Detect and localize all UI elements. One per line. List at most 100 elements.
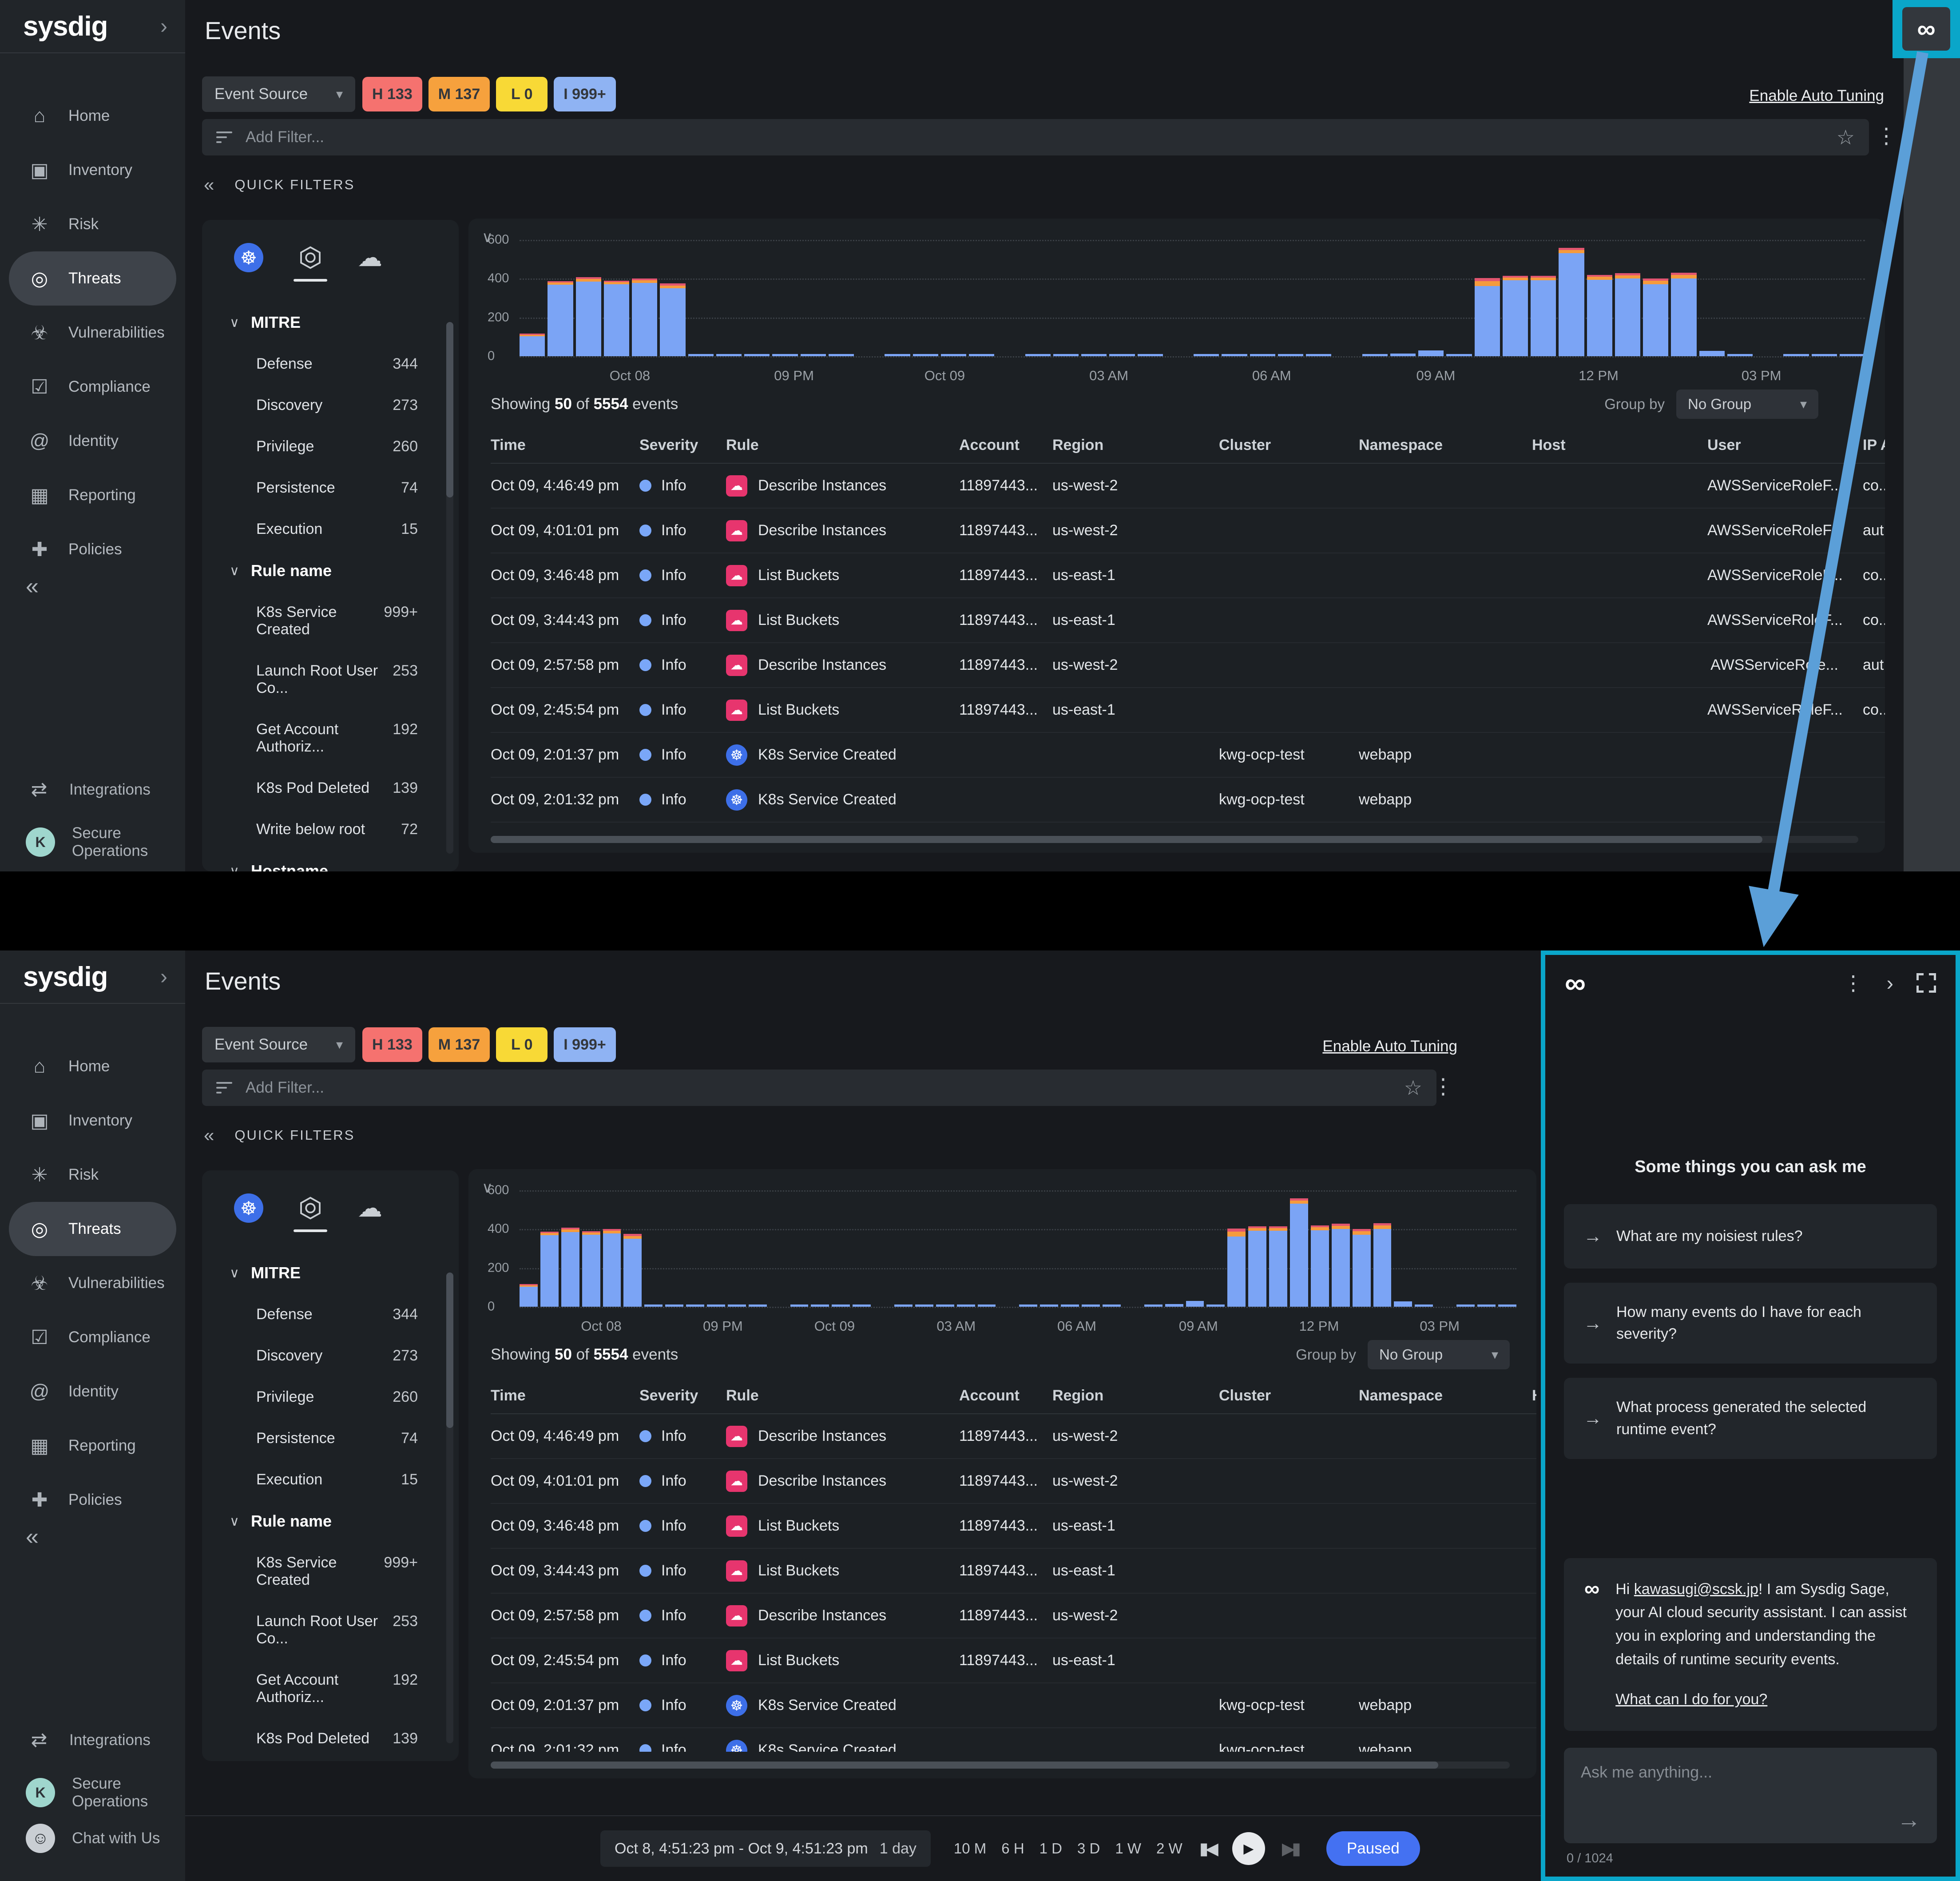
sidebar-item[interactable]: ☑ Compliance: [0, 360, 185, 414]
play-button[interactable]: ▶: [1232, 1832, 1265, 1865]
table-row[interactable]: Oct 09, 3:46:48 pm Info ☁ List Buckets 11…: [491, 1504, 1536, 1549]
collapse-panel-icon[interactable]: ›: [1886, 971, 1893, 994]
filter-item[interactable]: Defense 344: [256, 1306, 418, 1323]
sidebar-account[interactable]: K Secure Operations: [26, 824, 185, 860]
time-preset[interactable]: 10 M: [953, 1840, 987, 1857]
sidebar-item[interactable]: ⌂ Home: [0, 1039, 185, 1094]
sage-input[interactable]: Ask me anything... →: [1564, 1748, 1937, 1843]
skip-back-icon[interactable]: ▮◀: [1199, 1839, 1218, 1858]
sidebar-item[interactable]: ◎ Threats: [9, 251, 176, 306]
severity-chip[interactable]: M 137: [428, 77, 490, 111]
column-header[interactable]: Account: [959, 436, 1020, 453]
sidebar-item[interactable]: ▦ Reporting: [0, 468, 185, 522]
add-filter-input[interactable]: Add Filter... ☆: [202, 119, 1869, 155]
filter-item[interactable]: Discovery 273: [256, 1347, 418, 1364]
table-row[interactable]: Oct 09, 3:44:43 pm Info ☁ List Buckets 11…: [491, 598, 1885, 643]
table-row[interactable]: Oct 09, 3:46:48 pm Info ☁ List Buckets 11…: [491, 553, 1885, 598]
filter-item[interactable]: Defense 344: [256, 355, 418, 372]
quick-filters-collapse-icon[interactable]: «: [204, 1125, 214, 1145]
filter-group-title[interactable]: ∨ Rule name: [230, 1512, 332, 1530]
sidebar-item-integrations[interactable]: ⇄ Integrations: [26, 778, 151, 801]
sidebar-item[interactable]: ✚ Policies: [0, 522, 185, 577]
severity-chip[interactable]: L 0: [496, 77, 548, 111]
filter-item[interactable]: Launch Root User Co... 253: [256, 1613, 418, 1647]
column-header[interactable]: User: [1707, 436, 1741, 453]
filter-item[interactable]: Write below root 72: [202, 1759, 459, 1761]
cloud-tab-icon[interactable]: ☁: [357, 1194, 382, 1222]
filter-group-title[interactable]: ∨ Rule name: [230, 561, 332, 580]
scrollbar[interactable]: [446, 322, 453, 854]
event-source-select[interactable]: Event Source ▾: [202, 1027, 355, 1062]
table-row[interactable]: Oct 09, 2:01:37 pm Info ☸ K8s Service Cre…: [491, 1683, 1536, 1728]
table-row[interactable]: Oct 09, 4:01:01 pm Info ☁ Describe Instan…: [491, 1459, 1536, 1504]
quick-filters-collapse-icon[interactable]: «: [204, 174, 214, 195]
container-tab-icon[interactable]: [294, 1196, 327, 1232]
sidebar-item[interactable]: ⌂ Home: [0, 89, 185, 143]
filter-item[interactable]: Execution 15: [256, 521, 418, 537]
severity-chip[interactable]: L 0: [496, 1027, 548, 1062]
time-range[interactable]: Oct 8, 4:51:23 pm - Oct 9, 4:51:23 pm 1 …: [600, 1830, 931, 1867]
filter-item[interactable]: Launch Root User Co... 253: [256, 662, 418, 696]
sidebar-expand-icon[interactable]: ›: [160, 965, 167, 989]
send-icon[interactable]: →: [1897, 1806, 1921, 1833]
filter-item[interactable]: Persistence 74: [256, 1430, 418, 1447]
table-row[interactable]: Oct 09, 3:44:43 pm Info ☁ List Buckets 11…: [491, 1549, 1536, 1594]
column-header[interactable]: Region: [1052, 1387, 1104, 1404]
what-can-i-do-link[interactable]: What can I do for you?: [1615, 1691, 1768, 1708]
user-email-link[interactable]: kawasugi@scsk.jp: [1634, 1580, 1758, 1598]
container-tab-icon[interactable]: [294, 245, 327, 282]
filter-group-title[interactable]: ∨ MITRE: [230, 313, 301, 331]
filter-item[interactable]: Get Account Authoriz... 192: [256, 1671, 418, 1706]
column-header[interactable]: IP A: [1863, 436, 1885, 453]
table-row[interactable]: Oct 09, 2:01:37 pm Info ☸ K8s Service Cre…: [491, 733, 1885, 778]
skip-forward-icon[interactable]: ▶▮: [1282, 1839, 1301, 1858]
time-preset[interactable]: 1 W: [1115, 1840, 1142, 1857]
table-row[interactable]: Oct 09, 4:46:49 pm Info ☁ Describe Instan…: [491, 1414, 1536, 1459]
kubernetes-tab-icon[interactable]: ☸: [234, 1193, 263, 1223]
column-header[interactable]: Time: [491, 436, 526, 453]
sidebar-item[interactable]: ☣ Vulnerabilities: [0, 306, 185, 360]
suggestion-card[interactable]: → What are my noisiest rules?: [1564, 1204, 1937, 1269]
sidebar-item[interactable]: ✳ Risk: [0, 197, 185, 251]
cloud-tab-icon[interactable]: ☁: [357, 243, 382, 271]
severity-chip[interactable]: M 137: [428, 1027, 490, 1062]
table-row[interactable]: Oct 09, 2:45:54 pm Info ☁ List Buckets 11…: [491, 1638, 1536, 1683]
suggestion-card[interactable]: → What process generated the selected ru…: [1564, 1378, 1937, 1459]
scrollbar[interactable]: [446, 1273, 453, 1743]
column-header[interactable]: Account: [959, 1387, 1020, 1404]
column-header[interactable]: Time: [491, 1387, 526, 1404]
sidebar-expand-icon[interactable]: ›: [160, 15, 167, 38]
filter-group-title[interactable]: ∨ Hostname: [202, 850, 459, 871]
sidebar-item[interactable]: ◎ Threats: [9, 1202, 176, 1256]
column-header[interactable]: Namespace: [1359, 1387, 1443, 1404]
sidebar-item[interactable]: @ Identity: [0, 414, 185, 468]
column-header[interactable]: Host: [1532, 436, 1566, 453]
severity-chip[interactable]: I 999+: [554, 1027, 616, 1062]
filter-item[interactable]: Persistence 74: [256, 479, 418, 496]
sidebar-item-integrations[interactable]: ⇄ Integrations: [26, 1729, 151, 1751]
severity-chip[interactable]: H 133: [362, 77, 422, 111]
filter-item[interactable]: K8s Service Created 999+: [256, 1554, 418, 1588]
table-row[interactable]: Oct 09, 2:01:32 pm Info ☸ K8s Service Cre…: [491, 778, 1885, 823]
add-filter-input[interactable]: Add Filter... ☆: [202, 1070, 1436, 1106]
time-preset[interactable]: 1 D: [1039, 1840, 1063, 1857]
sidebar-item[interactable]: ☣ Vulnerabilities: [0, 1256, 185, 1310]
column-header[interactable]: Cluster: [1219, 436, 1271, 453]
group-by-select[interactable]: No Group ▾: [1676, 390, 1818, 419]
column-header[interactable]: Region: [1052, 436, 1104, 453]
time-preset[interactable]: 6 H: [1001, 1840, 1024, 1857]
severity-chip[interactable]: I 999+: [554, 77, 616, 111]
sidebar-item[interactable]: ✳ Risk: [0, 1148, 185, 1202]
sidebar-item[interactable]: ▣ Inventory: [0, 1094, 185, 1148]
suggestion-card[interactable]: → How many events do I have for each sev…: [1564, 1282, 1937, 1364]
filter-item[interactable]: Privilege 260: [256, 438, 418, 455]
event-source-select[interactable]: Event Source ▾: [202, 76, 355, 112]
filter-item[interactable]: Write below root 72: [256, 821, 418, 838]
horizontal-scrollbar[interactable]: [491, 836, 1858, 843]
column-header[interactable]: Host: [1532, 1387, 1536, 1404]
enable-auto-tuning-link[interactable]: Enable Auto Tuning: [1322, 1038, 1457, 1055]
star-icon[interactable]: ☆: [1836, 126, 1855, 149]
filter-item[interactable]: Get Account Authoriz... 192: [256, 721, 418, 755]
sidebar-account[interactable]: K Secure Operations: [26, 1775, 185, 1810]
column-header[interactable]: Rule: [726, 1387, 759, 1404]
